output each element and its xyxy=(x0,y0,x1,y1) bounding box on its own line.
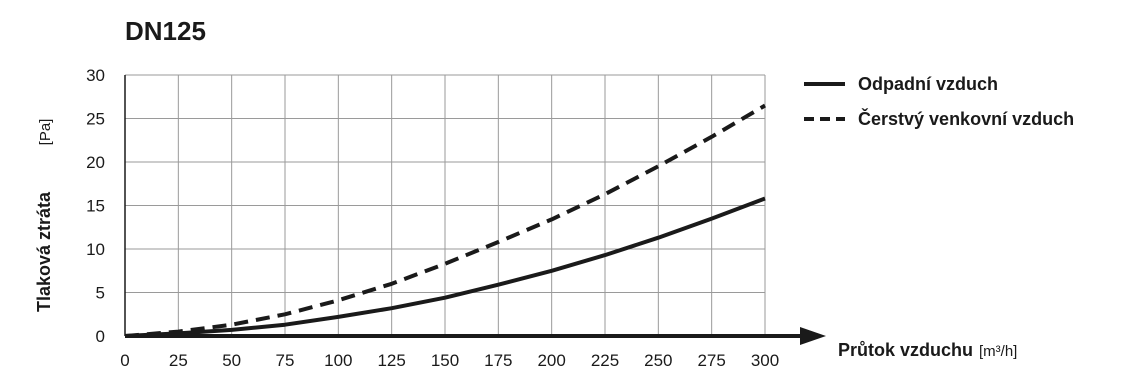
x-tick-label: 175 xyxy=(484,351,512,370)
y-tick-label: 5 xyxy=(96,284,105,303)
x-tick-label: 75 xyxy=(276,351,295,370)
y-tick-label: 10 xyxy=(86,240,105,259)
y-tick-label: 15 xyxy=(86,197,105,216)
x-tick-label: 200 xyxy=(537,351,565,370)
y-tick-labels: 0 5 10 15 20 25 30 xyxy=(86,66,105,346)
y-axis-title: Tlaková ztráta xyxy=(34,191,54,312)
series-line-0 xyxy=(124,196,766,338)
x-tick-label: 0 xyxy=(120,351,129,370)
y-tick-label: 0 xyxy=(96,327,105,346)
y-tick-label: 20 xyxy=(86,153,105,172)
x-axis-unit: [m³/h] xyxy=(979,343,1017,360)
x-tick-label: 275 xyxy=(697,351,725,370)
x-tick-label: 50 xyxy=(222,351,241,370)
legend-label-odpadni: Odpadní vzduch xyxy=(858,74,998,94)
y-tick-label: 30 xyxy=(86,66,105,85)
y-axis-unit: [Pa] xyxy=(37,119,54,146)
x-axis-title: Průtok vzduchu xyxy=(838,340,973,360)
x-tick-label: 250 xyxy=(644,351,672,370)
x-tick-label: 25 xyxy=(169,351,188,370)
y-axis-label: Tlaková ztráta xyxy=(34,191,54,312)
x-tick-label: 100 xyxy=(324,351,352,370)
legend: Odpadní vzduch Čerstvý venkovní vzduch xyxy=(804,74,1074,129)
series-lines xyxy=(124,103,767,338)
axes xyxy=(124,75,826,345)
legend-label-cerstvy: Čerstvý venkovní vzduch xyxy=(858,108,1074,129)
chart-title: DN125 xyxy=(125,16,206,46)
x-tick-label: 125 xyxy=(377,351,405,370)
x-tick-label: 225 xyxy=(591,351,619,370)
x-axis-label: Průtok vzduchu [m³/h] xyxy=(838,340,1017,360)
x-axis-arrow xyxy=(800,327,826,345)
x-tick-label: 150 xyxy=(431,351,459,370)
x-tick-labels: 0 25 50 75 100 125 150 175 200 225 250 275 300 xyxy=(120,351,779,370)
y-tick-label: 25 xyxy=(86,110,105,129)
x-tick-label: 300 xyxy=(751,351,779,370)
